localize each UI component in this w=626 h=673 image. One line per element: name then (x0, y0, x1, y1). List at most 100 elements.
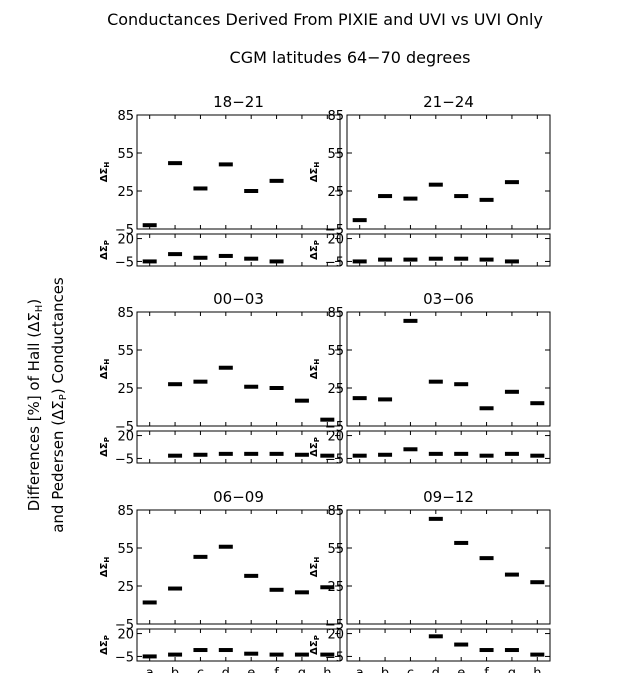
pedersen-mark-d (218, 451, 233, 456)
pedersen-axes-frame (136, 430, 341, 464)
pedersen-mark-e (454, 451, 469, 456)
hall-mark-h (320, 585, 335, 590)
hall-axes-frame (346, 509, 551, 625)
hall-mark-f (479, 406, 494, 411)
pedersen-mark-g (504, 451, 519, 456)
pedersen-mark-c (193, 255, 208, 260)
pedersen-mark-f (479, 453, 494, 458)
pedersen-mark-c (193, 648, 208, 653)
hall-mark-e (244, 573, 259, 578)
hall-ytick-label: 55 (117, 147, 134, 162)
pedersen-ytick-label: 20 (117, 628, 134, 643)
hall-mark-e (454, 194, 469, 199)
hall-mark-f (269, 587, 284, 592)
hall-ytick-label: 55 (327, 344, 344, 359)
pedersen-mark-b (378, 257, 393, 262)
hall-axis-label: ΔΣH (309, 162, 321, 183)
panel-title: 06−09 (213, 488, 264, 506)
pedersen-mark-d (218, 253, 233, 258)
hall-mark-d (428, 516, 443, 521)
pedersen-mark-g (504, 648, 519, 653)
pedersen-mark-f (479, 648, 494, 653)
pedersen-mark-d (428, 256, 443, 261)
hall-ytick-label: −5 (325, 223, 344, 238)
hall-ytick-label: 85 (327, 504, 344, 519)
hall-ytick-label: 25 (327, 185, 344, 200)
hall-ytick-label: 55 (327, 147, 344, 162)
x-tick-label-c: c (197, 666, 204, 673)
pedersen-axis-label: ΔΣP (99, 437, 111, 457)
x-tick-label-d: d (222, 666, 230, 673)
y-axis-label: Differences [%] of Hall (ΔΣH) (25, 299, 45, 511)
hall-ytick-label: 55 (327, 542, 344, 557)
hall-ytick-label: −5 (115, 420, 134, 435)
hall-mark-b (168, 161, 183, 166)
pedersen-mark-f (269, 259, 284, 264)
pedersen-mark-a (142, 259, 157, 264)
pedersen-axes-frame (346, 628, 551, 662)
pedersen-mark-h (320, 453, 335, 458)
hall-axis-label: ΔΣH (309, 557, 321, 578)
hall-mark-c (403, 196, 418, 201)
pedersen-axes-frame (136, 628, 341, 662)
hall-mark-b (378, 194, 393, 199)
pedersen-mark-a (142, 654, 157, 659)
hall-mark-g (294, 398, 309, 403)
hall-mark-g (504, 389, 519, 394)
pedersen-axis-label: ΔΣP (99, 240, 111, 260)
hall-mark-a (352, 218, 367, 223)
hall-ytick-label: 55 (117, 542, 134, 557)
pedersen-mark-f (479, 257, 494, 262)
hall-mark-h (320, 417, 335, 422)
x-tick-label-c: c (407, 666, 414, 673)
panel-title: 03−06 (423, 290, 474, 308)
panel-title: 18−21 (213, 93, 264, 111)
pedersen-axes-frame (346, 233, 551, 267)
pedersen-mark-c (193, 452, 208, 457)
chart-subtitle: CGM latitudes 64−70 degrees (230, 48, 471, 67)
hall-mark-g (294, 590, 309, 595)
hall-ytick-label: −5 (325, 420, 344, 435)
hall-ytick-label: 25 (327, 382, 344, 397)
pedersen-ytick-label: −5 (115, 650, 134, 665)
x-tick-label-g: g (298, 666, 306, 673)
hall-ytick-label: 25 (117, 185, 134, 200)
x-tick-label-e: e (457, 666, 465, 673)
hall-mark-b (168, 586, 183, 591)
hall-mark-b (378, 397, 393, 402)
hall-ytick-label: −5 (115, 223, 134, 238)
hall-axis-label: ΔΣH (99, 359, 111, 380)
hall-mark-e (244, 189, 259, 193)
pedersen-mark-b (378, 452, 393, 457)
pedersen-mark-h (530, 652, 545, 657)
pedersen-mark-a (352, 453, 367, 458)
hall-ytick-label: −5 (325, 618, 344, 633)
pedersen-mark-e (244, 651, 259, 656)
hall-mark-f (269, 178, 284, 183)
x-tick-label-h: h (533, 666, 541, 673)
pedersen-mark-g (294, 452, 309, 457)
hall-mark-c (403, 318, 418, 323)
hall-mark-f (479, 556, 494, 561)
hall-mark-c (193, 554, 208, 559)
hall-mark-g (504, 572, 519, 577)
pedersen-mark-c (403, 447, 418, 452)
pedersen-ytick-label: 20 (327, 628, 344, 643)
svg-text:Differences [%] of Hall (ΔΣH): Differences [%] of Hall (ΔΣH) (25, 299, 45, 511)
hall-mark-d (218, 365, 233, 370)
pedersen-mark-b (168, 252, 183, 257)
hall-mark-h (530, 401, 545, 406)
hall-axis-label: ΔΣH (99, 162, 111, 183)
hall-ytick-label: 25 (117, 580, 134, 595)
hall-ytick-label: 25 (327, 580, 344, 595)
pedersen-ytick-label: 20 (327, 233, 344, 248)
hall-mark-a (352, 396, 367, 401)
hall-ytick-label: 25 (117, 382, 134, 397)
pedersen-mark-f (269, 451, 284, 456)
